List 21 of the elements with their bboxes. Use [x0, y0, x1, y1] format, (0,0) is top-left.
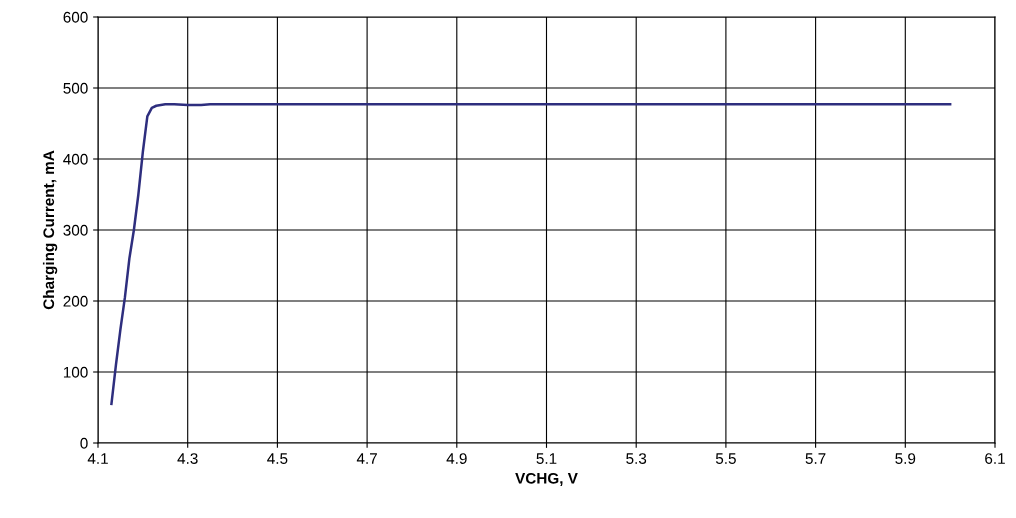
y-axis-title: Charging Current, mA — [42, 150, 58, 310]
y-tick-label: 600 — [63, 11, 88, 23]
x-tick-label: 5.1 — [536, 453, 557, 464]
x-tick-label: 4.5 — [267, 453, 288, 464]
x-tick-label: 4.9 — [446, 453, 467, 464]
x-tick-label: 5.7 — [805, 453, 826, 464]
y-tick-label: 500 — [63, 82, 88, 94]
line-series — [110, 103, 952, 406]
y-tick-label: 300 — [63, 224, 88, 236]
x-tick-label: 6.1 — [985, 453, 1005, 464]
x-tick-label: 4.7 — [356, 453, 377, 464]
x-tick-label: 4.3 — [177, 453, 198, 464]
y-tick-label: 100 — [63, 366, 88, 378]
x-tick-label: 4.1 — [87, 453, 108, 464]
x-tick-label: 5.3 — [626, 453, 647, 464]
y-tick-label: 0 — [80, 437, 88, 449]
x-tick-label: 5.5 — [715, 453, 736, 464]
y-tick-label: 400 — [63, 153, 88, 165]
x-tick-label: 5.9 — [895, 453, 916, 464]
y-tick-label: 200 — [63, 295, 88, 307]
x-axis-title: VCHG, V — [515, 472, 578, 486]
